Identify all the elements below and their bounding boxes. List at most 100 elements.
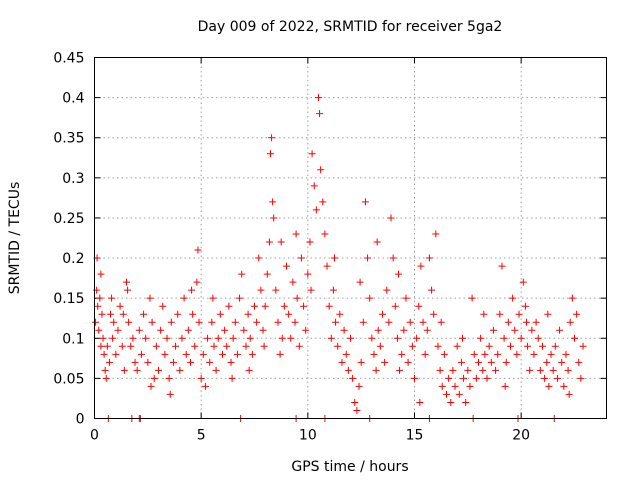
data-point [494, 350, 502, 358]
data-point [216, 310, 224, 318]
data-point [436, 366, 444, 374]
data-point [349, 374, 357, 382]
data-point [165, 374, 173, 382]
data-point [176, 366, 184, 374]
y-axis-label: SRMTID / TECUs [7, 182, 23, 295]
data-point [536, 366, 544, 374]
data-point [277, 238, 285, 246]
data-point [302, 326, 310, 334]
data-point [327, 334, 335, 342]
data-point [385, 318, 393, 326]
data-point [389, 254, 397, 262]
data-point [475, 358, 482, 366]
data-point [498, 262, 506, 270]
data-point [500, 334, 508, 342]
data-point [566, 318, 574, 326]
chart-title: Day 009 of 2022, SRMTID for receiver 5ga… [198, 19, 503, 35]
data-point [470, 350, 478, 358]
data-point [556, 326, 564, 334]
data-point [142, 334, 150, 342]
data-point [191, 342, 199, 350]
data-point [504, 318, 512, 326]
data-point [195, 318, 203, 326]
data-point [109, 334, 117, 342]
data-point [283, 262, 290, 270]
data-point [432, 230, 440, 238]
data-point [564, 366, 572, 374]
data-point [462, 398, 470, 406]
data-point [319, 198, 327, 206]
data-point [437, 318, 445, 326]
data-point [308, 150, 316, 158]
data-point [565, 390, 573, 398]
data-point [146, 294, 154, 302]
data-point [466, 382, 474, 390]
data-point [356, 278, 364, 286]
data-point [193, 278, 201, 286]
data-point [404, 358, 412, 366]
data-point [223, 342, 231, 350]
y-tick-label: 0.35 [53, 131, 84, 147]
data-point [391, 302, 399, 310]
data-point [292, 230, 300, 238]
data-point [408, 342, 416, 350]
data-point [445, 374, 453, 382]
y-tick-label: 0.15 [53, 291, 84, 307]
y-tick-label: 0 [76, 412, 85, 428]
data-point [208, 318, 216, 326]
data-point [353, 406, 361, 414]
data-point [242, 342, 250, 350]
data-point [396, 366, 404, 374]
data-point [560, 382, 568, 390]
data-point [393, 334, 401, 342]
data-point [152, 342, 160, 350]
data-point [545, 382, 553, 390]
data-point [342, 350, 350, 358]
data-point [187, 358, 194, 366]
data-point [163, 334, 171, 342]
data-point [562, 350, 570, 358]
axis-ticks: 0 0.05 0.1 0.15 0.2 0.25 0.3 0.35 0.4 0.45 0 5 10 15 2… [53, 51, 607, 444]
data-point [511, 326, 519, 334]
data-point [214, 334, 222, 342]
data-point [312, 206, 320, 214]
data-point [460, 374, 468, 382]
data-point [114, 326, 122, 334]
data-point [336, 310, 344, 318]
data-point [228, 374, 236, 382]
data-point [246, 334, 254, 342]
x-axis-label: GPS time / hours [291, 459, 408, 475]
data-point [124, 286, 132, 294]
data-point [297, 254, 305, 262]
data-point [189, 310, 197, 318]
data-point [370, 350, 378, 358]
data-point [521, 302, 529, 310]
data-point [97, 342, 105, 350]
data-point [376, 342, 384, 350]
grid-lines [94, 57, 607, 419]
data-point [184, 326, 192, 334]
data-point [457, 358, 465, 366]
data-point [515, 310, 523, 318]
data-point [347, 334, 354, 342]
data-point [449, 366, 457, 374]
data-point [236, 294, 244, 302]
data-point [415, 302, 423, 310]
data-point [547, 350, 555, 358]
data-point [263, 270, 271, 278]
data-point [402, 294, 410, 302]
data-point [229, 334, 237, 342]
data-point [212, 366, 220, 374]
data-point [125, 318, 133, 326]
data-point [99, 334, 107, 342]
data-point [519, 278, 527, 286]
data-point [434, 342, 442, 350]
data-point [480, 310, 488, 318]
data-point [372, 366, 380, 374]
data-point [340, 326, 348, 334]
y-tick-label: 0.25 [53, 211, 84, 227]
data-point [492, 366, 500, 374]
data-point [496, 310, 504, 318]
data-point [481, 350, 489, 358]
data-point [199, 350, 207, 358]
